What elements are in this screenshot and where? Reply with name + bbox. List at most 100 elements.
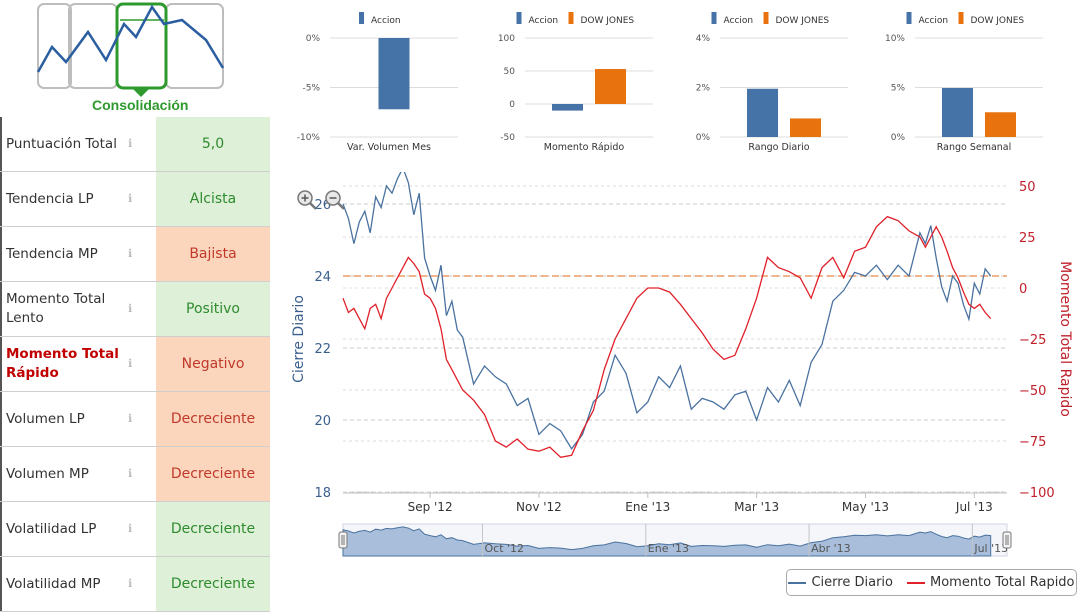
bar[interactable]	[985, 112, 1016, 137]
y-tick-label: 10%	[885, 34, 905, 44]
navigator-label: Abr '13	[811, 542, 851, 555]
y-tick-label: 0%	[306, 34, 321, 44]
y-right-tick-label: −50	[1019, 384, 1046, 399]
legend-swatch	[359, 12, 364, 24]
y-tick-label: -10%	[297, 133, 321, 143]
y-right-tick-label: −75	[1019, 435, 1046, 450]
y-left-tick-label: 22	[314, 342, 331, 357]
bar[interactable]	[552, 104, 583, 111]
indicator-value: Bajista	[156, 227, 270, 281]
indicator-row: Volumen MP ℹ Decreciente	[0, 447, 270, 502]
navigator[interactable]: Oct '12 Ene '13 Abr '13 Jul '13	[338, 523, 1012, 557]
indicator-value: 5,0	[156, 117, 270, 171]
legend-swatch	[763, 12, 769, 24]
info-icon[interactable]: ℹ	[128, 467, 133, 480]
info-icon[interactable]: ℹ	[128, 192, 133, 205]
info-icon[interactable]: ℹ	[128, 522, 133, 535]
logo-label: Consolidación	[92, 97, 189, 113]
bar[interactable]	[378, 38, 410, 110]
legend-label[interactable]: Accion	[724, 16, 754, 26]
series-momento-line[interactable]	[342, 215, 992, 458]
legend-label-cierre: Cierre Diario	[811, 575, 893, 590]
mini-chart-title: Rango Diario	[748, 142, 809, 153]
mini-chart: 10% 5% 0% Accion DOW JONES Rango Semanal	[885, 12, 1043, 153]
info-icon[interactable]: ℹ	[128, 137, 133, 150]
y-left-tick-label: 24	[314, 270, 331, 285]
y-left-tick-label: 20	[314, 414, 331, 429]
info-icon[interactable]: ℹ	[128, 247, 133, 260]
y-right-tick-label: 50	[1019, 180, 1036, 195]
x-tick-label: Jul '13	[955, 500, 993, 514]
legend-label[interactable]: Accion	[529, 16, 559, 26]
indicator-label: Volatilidad MP	[0, 557, 120, 611]
series-cierre-line[interactable]	[342, 172, 992, 450]
indicator-row: Tendencia LP ℹ Alcista	[0, 172, 270, 227]
legend-swatch	[568, 12, 574, 24]
y-tick-label: 0%	[891, 133, 906, 143]
legend-label[interactable]: Accion	[919, 16, 949, 26]
legend-label[interactable]: DOW JONES	[581, 16, 635, 26]
indicator-value: Decreciente	[156, 502, 270, 556]
navigator-left-handle[interactable]	[338, 531, 348, 549]
indicator-row: Volumen LP ℹ Decreciente	[0, 392, 270, 447]
info-icon[interactable]: ℹ	[128, 412, 133, 425]
mini-charts: 0% -5% -10% Accion Var. Volumen Mes 100 50 0 -50…	[297, 12, 1043, 153]
y-tick-label: 5%	[891, 84, 906, 94]
bar[interactable]	[595, 69, 626, 104]
y-right-tick-label: −25	[1019, 333, 1046, 348]
legend-label[interactable]: Accion	[371, 16, 401, 26]
navigator-area	[342, 526, 992, 557]
zoom-out-icon[interactable]	[325, 190, 345, 210]
legend-label[interactable]: DOW JONES	[776, 16, 830, 26]
legend-swatch	[516, 12, 522, 24]
legend-swatch	[711, 12, 717, 24]
consolidation-icon	[36, 2, 225, 97]
info-icon[interactable]: ℹ	[128, 357, 133, 370]
bar[interactable]	[747, 88, 778, 137]
zoom-in-icon[interactable]	[297, 190, 317, 210]
navigator-label: Ene '13	[648, 542, 689, 555]
indicator-label: Tendencia MP	[0, 227, 120, 281]
y-tick-label: 100	[498, 34, 515, 44]
x-tick-label: Mar '13	[734, 500, 779, 514]
indicator-value: Decreciente	[156, 392, 270, 446]
y-left-tick-label: 18	[314, 486, 331, 501]
legend-item-momento[interactable]: Momento Total Rapido	[906, 575, 1075, 590]
y-left-title: Cierre Diario	[291, 295, 307, 383]
legend-item-cierre[interactable]: Cierre Diario	[788, 575, 893, 590]
y-tick-label: -5%	[302, 84, 320, 94]
indicator-label: Puntuación Total	[0, 117, 120, 171]
indicator-row: Momento Total Rápido ℹ Negativo	[0, 337, 270, 392]
bar[interactable]	[942, 87, 973, 137]
info-icon[interactable]: ℹ	[128, 302, 133, 315]
chart-legend: Cierre Diario Momento Total Rapido	[786, 569, 1077, 596]
indicator-label: Volumen LP	[0, 392, 120, 446]
mini-chart-title: Rango Semanal	[937, 142, 1012, 153]
y-tick-label: 0	[509, 100, 515, 110]
x-tick-label: Nov '12	[516, 500, 562, 514]
y-right-title: Momento Total Rapido	[1057, 261, 1073, 417]
y-tick-label: 0%	[696, 133, 711, 143]
indicator-row: Volatilidad LP ℹ Decreciente	[0, 502, 270, 557]
logo-box: Consolidación	[0, 0, 285, 117]
indicator-label: Momento Total Lento	[0, 282, 120, 336]
indicator-value: Negativo	[156, 337, 270, 391]
info-icon[interactable]: ℹ	[128, 577, 133, 590]
indicator-table: Puntuación Total ℹ 5,0 Tendencia LP ℹ Alcista…	[0, 117, 270, 612]
indicator-value: Positivo	[156, 282, 270, 336]
indicator-label: Tendencia LP	[0, 172, 120, 226]
indicator-row: Puntuación Total ℹ 5,0	[0, 117, 270, 172]
mini-chart: 4% 2% 0% Accion DOW JONES Rango Diario	[696, 12, 848, 153]
legend-swatch	[906, 12, 912, 24]
navigator-right-handle[interactable]	[1002, 531, 1012, 549]
bar[interactable]	[790, 118, 821, 137]
indicator-row: Tendencia MP ℹ Bajista	[0, 227, 270, 282]
y-right-tick-label: −100	[1019, 486, 1055, 501]
mini-chart: 0% -5% -10% Accion Var. Volumen Mes	[297, 12, 458, 153]
x-tick-label: May '13	[842, 500, 889, 514]
navigator-label: Jul '13	[973, 542, 1008, 555]
mini-chart-title: Var. Volumen Mes	[347, 142, 431, 153]
navigator-label: Oct '12	[485, 542, 525, 555]
legend-label[interactable]: DOW JONES	[971, 16, 1025, 26]
x-tick-label: Ene '13	[625, 500, 670, 514]
